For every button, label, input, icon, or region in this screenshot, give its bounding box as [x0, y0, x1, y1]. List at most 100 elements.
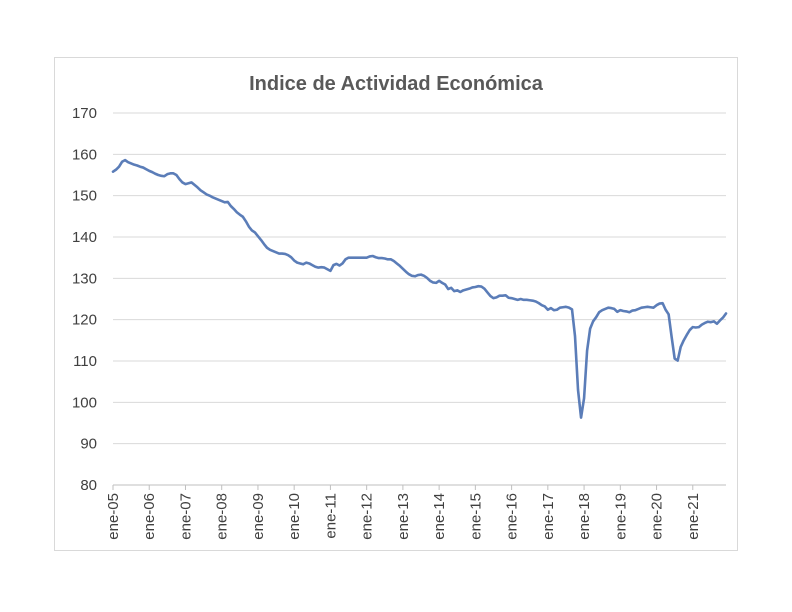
data-point — [468, 287, 471, 290]
data-point — [667, 313, 670, 316]
data-point — [263, 243, 266, 246]
x-tick-label: ene-18 — [576, 493, 593, 540]
data-point — [652, 306, 655, 309]
data-point — [317, 266, 320, 269]
data-point — [550, 307, 553, 310]
y-tick-label: 120 — [72, 312, 97, 329]
data-point — [716, 323, 719, 326]
data-point — [130, 162, 133, 165]
data-point — [719, 319, 722, 322]
data-point — [713, 320, 716, 323]
data-point — [399, 265, 402, 268]
x-tick-label: ene-21 — [685, 493, 702, 540]
data-point — [245, 220, 248, 223]
data-point — [698, 326, 701, 329]
data-point — [347, 256, 350, 259]
x-tick-label: ene-05 — [105, 493, 122, 540]
data-point — [193, 184, 196, 187]
data-point — [217, 199, 220, 202]
data-point — [242, 215, 245, 218]
x-tick-label: ene-06 — [141, 493, 158, 540]
data-point — [592, 320, 595, 323]
data-point — [480, 285, 483, 288]
data-point — [438, 280, 441, 283]
data-point — [607, 306, 610, 309]
data-point — [616, 311, 619, 314]
data-point — [583, 397, 586, 400]
data-point — [314, 265, 317, 268]
data-point — [562, 306, 565, 309]
data-point — [704, 322, 707, 325]
data-point — [640, 306, 643, 309]
y-tick-label: 140 — [72, 229, 97, 246]
chart-title: Indice de Actividad Económica — [249, 73, 544, 95]
data-point — [534, 300, 537, 303]
data-point — [450, 287, 453, 290]
data-point — [646, 306, 649, 309]
gridlines — [113, 112, 726, 486]
data-point — [341, 262, 344, 265]
data-point — [226, 201, 229, 204]
data-point — [299, 262, 302, 265]
data-point — [175, 174, 178, 177]
data-point — [601, 309, 604, 312]
data-point — [323, 266, 326, 269]
data-point — [396, 262, 399, 265]
data-point — [236, 211, 239, 214]
data-point — [477, 285, 480, 288]
data-point — [444, 283, 447, 286]
data-point — [281, 252, 284, 255]
x-tick-label: ene-17 — [540, 493, 557, 540]
data-point — [275, 251, 278, 254]
data-point — [658, 302, 661, 305]
data-point — [272, 250, 275, 253]
y-tick-label: 170 — [72, 105, 97, 122]
data-point — [205, 193, 208, 196]
data-point — [380, 257, 383, 260]
x-tick-label: ene-11 — [322, 493, 339, 539]
data-point — [525, 299, 528, 302]
data-point — [371, 255, 374, 258]
data-point — [465, 288, 468, 291]
data-point — [359, 256, 362, 259]
data-point — [643, 306, 646, 309]
data-point — [489, 295, 492, 298]
data-point — [453, 290, 456, 293]
x-tick-label: ene-16 — [504, 493, 521, 540]
data-point — [619, 309, 622, 312]
data-point — [239, 213, 242, 216]
data-point — [670, 336, 673, 339]
data-point — [332, 264, 335, 267]
data-point — [414, 275, 417, 278]
data-point — [571, 308, 574, 311]
y-tick-label: 150 — [72, 188, 97, 205]
data-point — [547, 308, 550, 311]
data-point — [701, 323, 704, 326]
data-point — [498, 294, 501, 297]
data-point — [710, 321, 713, 324]
data-point — [565, 306, 568, 309]
data-point — [169, 172, 172, 175]
data-point — [655, 304, 658, 307]
data-point — [181, 181, 184, 184]
y-tick-label: 90 — [80, 436, 97, 453]
y-tick-label: 130 — [72, 270, 97, 287]
y-tick-label: 160 — [72, 146, 97, 163]
data-point — [634, 309, 637, 312]
data-point — [513, 298, 516, 301]
data-point — [544, 305, 547, 308]
data-point — [486, 291, 489, 294]
data-point — [136, 164, 139, 167]
data-point — [208, 194, 211, 197]
data-point — [115, 168, 118, 171]
data-point — [377, 257, 380, 260]
data-point — [251, 229, 254, 232]
data-point — [187, 182, 190, 185]
x-tick-label: ene-14 — [431, 493, 448, 540]
data-point — [495, 296, 498, 299]
data-point — [598, 311, 601, 314]
data-point — [145, 168, 148, 171]
data-point — [232, 208, 235, 211]
data-point — [604, 308, 607, 311]
data-point — [287, 254, 290, 257]
